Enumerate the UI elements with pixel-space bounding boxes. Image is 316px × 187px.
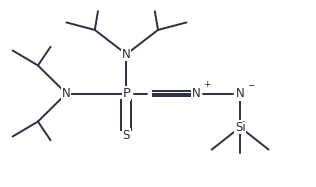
Text: N: N	[236, 87, 245, 100]
Text: −: −	[247, 80, 254, 89]
Text: N: N	[191, 87, 200, 100]
Text: N: N	[62, 87, 71, 100]
Text: N: N	[122, 48, 131, 61]
Text: P: P	[122, 87, 131, 100]
Text: +: +	[203, 80, 210, 89]
Text: Si: Si	[235, 121, 246, 134]
Text: S: S	[123, 129, 130, 142]
